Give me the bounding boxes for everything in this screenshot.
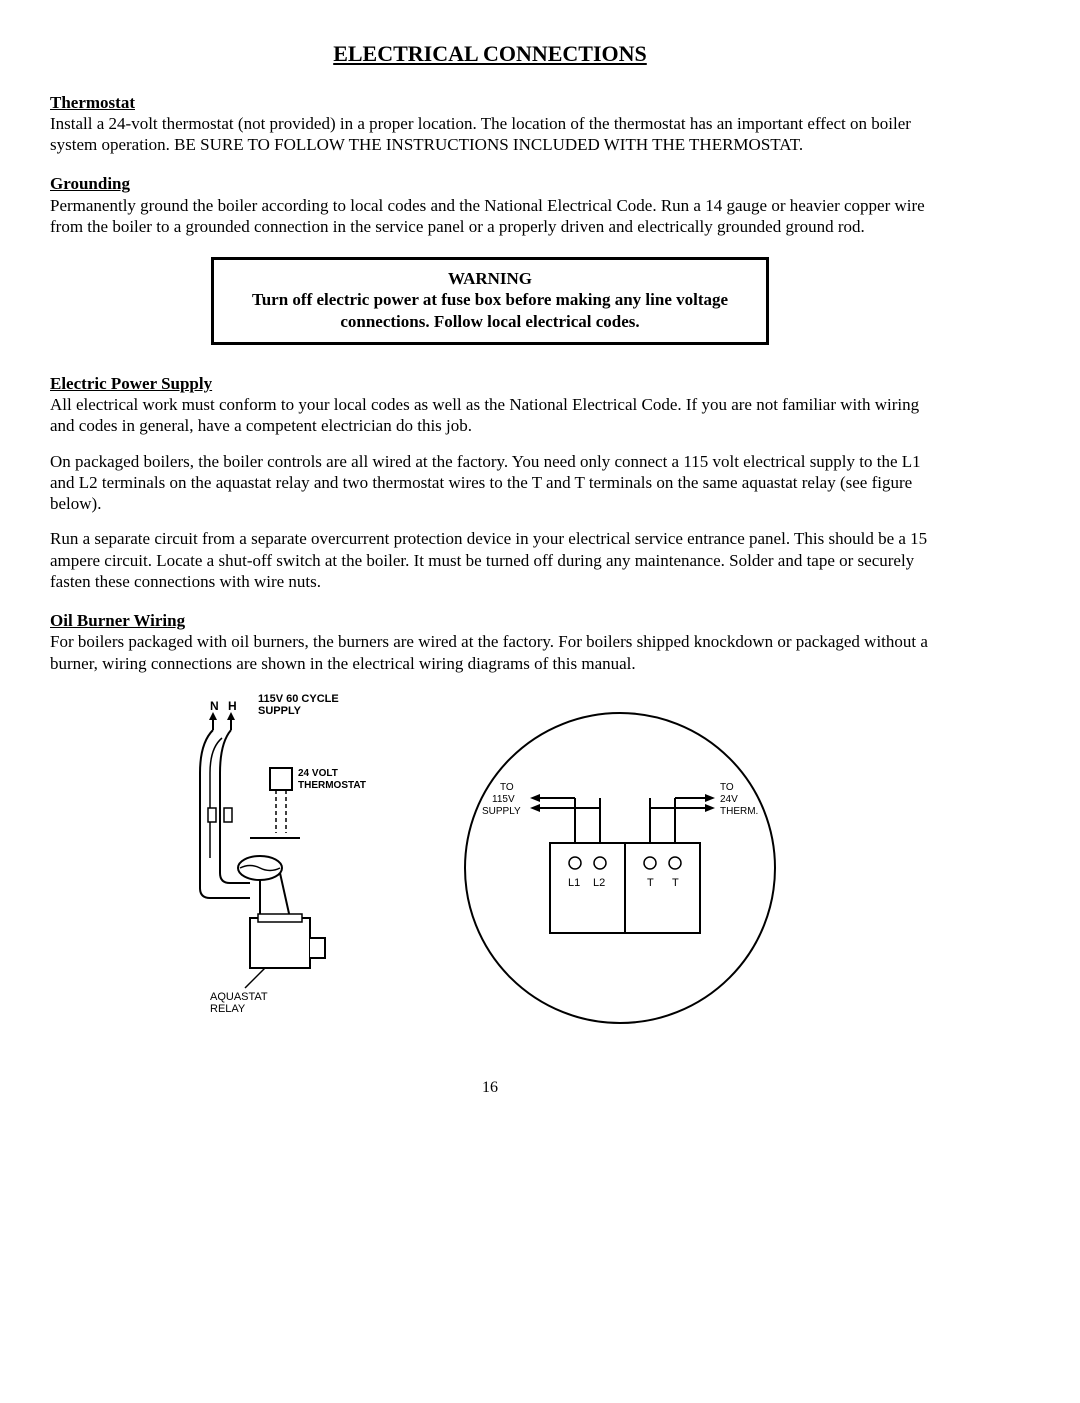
to-24v-1: TO	[720, 782, 734, 793]
to-24v-2: 24V	[720, 794, 738, 805]
thermostat-body: Install a 24-volt thermostat (not provid…	[50, 113, 930, 156]
to-115v-1: TO	[500, 782, 514, 793]
l1-label: L1	[568, 877, 580, 889]
h-label: H	[228, 699, 237, 713]
grounding-body: Permanently ground the boiler according …	[50, 195, 930, 238]
thermostat-label-bottom: THERMOSTAT	[298, 780, 366, 791]
wiring-diagram: N H 115V 60 CYCLE SUPPLY 24 VOLT THERMOS…	[50, 688, 930, 1048]
electric-power-p3: Run a separate circuit from a separate o…	[50, 528, 930, 592]
electric-power-heading: Electric Power Supply	[50, 373, 930, 394]
aquastat-label-bottom: RELAY	[210, 1003, 246, 1015]
t1-label: T	[647, 877, 654, 889]
supply-label-bottom: SUPPLY	[258, 705, 302, 717]
oil-burner-heading: Oil Burner Wiring	[50, 610, 930, 631]
page-number: 16	[50, 1078, 930, 1098]
warning-box: WARNING Turn off electric power at fuse …	[211, 257, 769, 345]
thermostat-heading: Thermostat	[50, 92, 930, 113]
n-label: N	[210, 699, 219, 713]
warning-title: WARNING	[230, 268, 750, 289]
t2-label: T	[672, 877, 679, 889]
l2-label: L2	[593, 877, 605, 889]
aquastat-label-top: AQUASTAT	[210, 991, 268, 1003]
oil-burner-body: For boilers packaged with oil burners, t…	[50, 631, 930, 674]
grounding-heading: Grounding	[50, 173, 930, 194]
to-24v-3: THERM.	[720, 806, 758, 817]
page-title: ELECTRICAL CONNECTIONS	[50, 40, 930, 68]
to-115v-2: 115V	[492, 794, 515, 805]
supply-label-top: 115V 60 CYCLE	[258, 693, 339, 705]
to-115v-3: SUPPLY	[482, 806, 521, 817]
thermostat-label-top: 24 VOLT	[298, 768, 338, 779]
warning-body: Turn off electric power at fuse box befo…	[230, 289, 750, 332]
electric-power-p2: On packaged boilers, the boiler controls…	[50, 451, 930, 515]
electric-power-p1: All electrical work must conform to your…	[50, 394, 930, 437]
